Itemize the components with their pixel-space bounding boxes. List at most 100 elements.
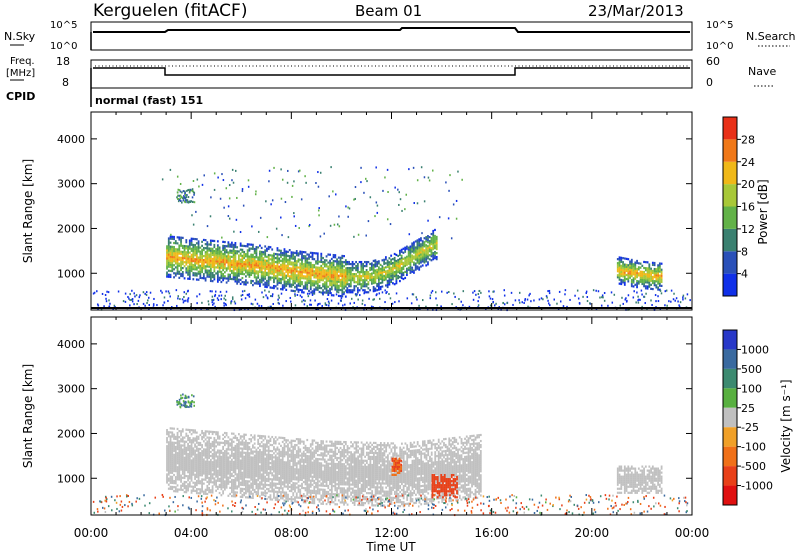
power-noise xyxy=(530,300,532,303)
velocity-cell xyxy=(171,431,174,434)
power-cell xyxy=(374,275,377,278)
velocity-cell xyxy=(181,436,184,439)
velocity-cell xyxy=(236,485,239,488)
power-noise xyxy=(230,302,232,305)
power-cell xyxy=(367,291,370,294)
power-cell xyxy=(236,252,239,255)
power-cell xyxy=(308,257,310,260)
power-cell xyxy=(428,246,431,249)
power-cell xyxy=(167,241,170,244)
power-cell xyxy=(274,256,277,260)
power-cell xyxy=(222,258,225,262)
power-cell xyxy=(252,245,254,248)
power-cell xyxy=(376,289,379,292)
velocity-cell xyxy=(187,428,189,431)
power-cell xyxy=(315,266,317,269)
velocity-cell xyxy=(287,473,289,476)
velocity-cell xyxy=(285,467,288,470)
power-noise xyxy=(372,298,374,301)
power-noise xyxy=(512,303,514,306)
velocity-cell xyxy=(260,457,263,460)
power-cell xyxy=(257,266,260,269)
power-cell xyxy=(285,258,288,261)
power-cell xyxy=(629,266,631,269)
power-noise xyxy=(556,302,558,305)
power-cell xyxy=(346,260,349,264)
velocity-cell xyxy=(264,447,267,450)
power-noise xyxy=(495,302,497,305)
power-cell xyxy=(369,274,372,278)
power-cell xyxy=(386,269,389,272)
power-cell xyxy=(416,245,419,248)
velocity-cell xyxy=(174,461,177,465)
power-noise xyxy=(394,301,396,304)
velocity-cell xyxy=(192,457,195,460)
power-cell xyxy=(195,252,198,255)
power-cell xyxy=(281,276,284,279)
power-cell xyxy=(225,259,228,262)
power-cell xyxy=(620,256,623,259)
power-cell xyxy=(255,250,258,253)
power-cell xyxy=(372,288,375,291)
power-cell xyxy=(418,238,421,241)
velocity-cell xyxy=(260,463,263,466)
power-cell xyxy=(414,266,417,269)
power-cell xyxy=(421,254,424,257)
velocity-cell xyxy=(187,452,189,456)
power-cell xyxy=(356,283,359,286)
power-cell xyxy=(418,254,421,257)
power-cell xyxy=(173,276,175,279)
power-noise xyxy=(183,291,186,294)
power-cell xyxy=(636,284,638,287)
power-noise xyxy=(349,289,351,292)
power-cell xyxy=(648,281,651,284)
power-cell xyxy=(211,257,214,261)
power-cell xyxy=(618,258,621,261)
power-cell xyxy=(250,257,253,260)
power-cell xyxy=(216,270,219,273)
power-noise xyxy=(176,304,178,307)
velocity-cell xyxy=(259,434,261,438)
velocity-cell xyxy=(266,443,268,446)
power-cell xyxy=(313,280,316,283)
power-cell xyxy=(316,258,319,261)
power-cell xyxy=(234,246,237,249)
power-cell xyxy=(360,269,363,272)
power-cell xyxy=(241,268,244,272)
power-cell xyxy=(218,246,221,249)
velocity-cell xyxy=(215,431,218,434)
power-cell xyxy=(190,243,193,246)
velocity-cell xyxy=(192,437,195,440)
power-cell xyxy=(325,291,328,294)
velocity-cell xyxy=(236,475,239,478)
velocity-cell xyxy=(216,437,219,440)
velocity-cell xyxy=(273,490,275,493)
velocity-cell xyxy=(204,456,207,459)
velocity-cell xyxy=(192,481,195,484)
power-cell xyxy=(388,275,391,278)
power-cell xyxy=(202,246,205,250)
power-cell xyxy=(334,288,337,291)
power-cell xyxy=(344,263,347,266)
power-cell xyxy=(337,288,340,291)
power-cell xyxy=(320,264,323,268)
power-cell xyxy=(421,252,424,255)
power-cell xyxy=(397,254,400,258)
power-cell xyxy=(658,270,661,273)
velocity-cell xyxy=(255,464,258,468)
velocity-cell xyxy=(241,453,244,456)
power-cell xyxy=(409,271,412,274)
power-cell xyxy=(278,271,281,274)
velocity-cell xyxy=(183,460,186,463)
power-scatter xyxy=(280,168,282,171)
power-patch xyxy=(190,189,193,192)
velocity-cell xyxy=(230,474,233,478)
velocity-cell xyxy=(204,434,207,437)
power-cell xyxy=(313,276,316,279)
power-cell xyxy=(283,252,286,255)
velocity-cell xyxy=(246,486,249,489)
power-cell xyxy=(395,269,398,273)
velocity-cell xyxy=(178,442,181,445)
velocity-cell xyxy=(187,463,189,466)
velocity-cell xyxy=(174,466,177,469)
